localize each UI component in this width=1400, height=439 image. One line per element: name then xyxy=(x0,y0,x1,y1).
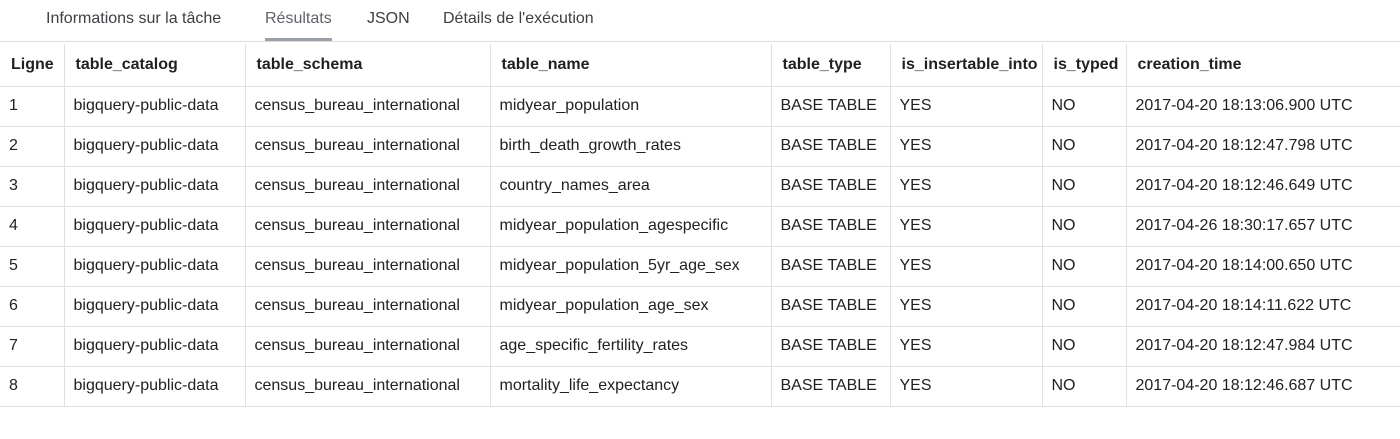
cell-table-type[interactable]: BASE TABLE xyxy=(771,286,891,327)
column-header-is-typed[interactable]: is_typed xyxy=(1042,44,1127,87)
cell-is-insertable-into[interactable]: YES xyxy=(890,166,1043,207)
table-row[interactable]: 5 bigquery-public-data census_bureau_inter… xyxy=(0,246,1400,287)
cell-table-schema[interactable]: census_bureau_international xyxy=(245,206,491,247)
cell-is-insertable-into[interactable]: YES xyxy=(890,286,1043,327)
cell-table-catalog[interactable]: bigquery-public-data xyxy=(64,166,246,207)
results-table: Ligne table_catalog table_schema table_name… xyxy=(0,44,1400,407)
tab-execution-details[interactable]: Détails de l'exécution xyxy=(443,10,594,27)
cell-is-typed[interactable]: NO xyxy=(1042,126,1127,167)
results-tab-bar: Informations sur la tâche Résultats JSON… xyxy=(0,0,1400,42)
table-row[interactable]: 6 bigquery-public-data census_bureau_inter… xyxy=(0,286,1400,327)
cell-is-insertable-into[interactable]: YES xyxy=(890,366,1043,407)
cell-table-catalog[interactable]: bigquery-public-data xyxy=(64,366,246,407)
cell-table-type[interactable]: BASE TABLE xyxy=(771,326,891,367)
cell-is-typed[interactable]: NO xyxy=(1042,246,1127,287)
cell-table-name[interactable]: midyear_population_5yr_age_sex xyxy=(490,246,772,287)
cell-table-type[interactable]: BASE TABLE xyxy=(771,246,891,287)
cell-ligne[interactable]: 7 xyxy=(0,326,65,367)
cell-creation-time[interactable]: 2017-04-20 18:14:11.622 UTC xyxy=(1126,286,1400,327)
cell-table-catalog[interactable]: bigquery-public-data xyxy=(64,326,246,367)
cell-table-schema[interactable]: census_bureau_international xyxy=(245,366,491,407)
cell-table-schema[interactable]: census_bureau_international xyxy=(245,126,491,167)
cell-creation-time[interactable]: 2017-04-20 18:12:46.687 UTC xyxy=(1126,366,1400,407)
cell-is-typed[interactable]: NO xyxy=(1042,286,1127,327)
header-row: Ligne table_catalog table_schema table_name… xyxy=(0,44,1400,87)
cell-table-name[interactable]: age_specific_fertility_rates xyxy=(490,326,772,367)
cell-ligne[interactable]: 6 xyxy=(0,286,65,327)
column-header-table-type[interactable]: table_type xyxy=(771,44,891,87)
cell-is-insertable-into[interactable]: YES xyxy=(890,206,1043,247)
column-header-table-schema[interactable]: table_schema xyxy=(245,44,491,87)
cell-table-schema[interactable]: census_bureau_international xyxy=(245,86,491,127)
cell-is-typed[interactable]: NO xyxy=(1042,206,1127,247)
cell-table-name[interactable]: midyear_population_age_sex xyxy=(490,286,772,327)
cell-table-type[interactable]: BASE TABLE xyxy=(771,206,891,247)
cell-creation-time[interactable]: 2017-04-20 18:13:06.900 UTC xyxy=(1126,86,1400,127)
cell-ligne[interactable]: 5 xyxy=(0,246,65,287)
cell-ligne[interactable]: 4 xyxy=(0,206,65,247)
table-body: 1 bigquery-public-data census_bureau_inter… xyxy=(0,86,1400,407)
cell-ligne[interactable]: 8 xyxy=(0,366,65,407)
table-row[interactable]: 4 bigquery-public-data census_bureau_inter… xyxy=(0,206,1400,247)
column-header-table-name[interactable]: table_name xyxy=(490,44,772,87)
cell-table-catalog[interactable]: bigquery-public-data xyxy=(64,86,246,127)
table-row[interactable]: 1 bigquery-public-data census_bureau_inter… xyxy=(0,86,1400,127)
cell-ligne[interactable]: 3 xyxy=(0,166,65,207)
cell-table-name[interactable]: midyear_population_agespecific xyxy=(490,206,772,247)
cell-is-typed[interactable]: NO xyxy=(1042,366,1127,407)
cell-ligne[interactable]: 1 xyxy=(0,86,65,127)
results-grid: Ligne table_catalog table_schema table_name… xyxy=(0,44,1400,439)
cell-creation-time[interactable]: 2017-04-20 18:12:47.984 UTC xyxy=(1126,326,1400,367)
cell-is-insertable-into[interactable]: YES xyxy=(890,126,1043,167)
table-row[interactable]: 7 bigquery-public-data census_bureau_inter… xyxy=(0,326,1400,367)
cell-table-schema[interactable]: census_bureau_international xyxy=(245,246,491,287)
cell-table-name[interactable]: midyear_population xyxy=(490,86,772,127)
tab-json[interactable]: JSON xyxy=(367,10,410,27)
table-row[interactable]: 8 bigquery-public-data census_bureau_inter… xyxy=(0,366,1400,407)
cell-creation-time[interactable]: 2017-04-26 18:30:17.657 UTC xyxy=(1126,206,1400,247)
cell-creation-time[interactable]: 2017-04-20 18:14:00.650 UTC xyxy=(1126,246,1400,287)
cell-table-schema[interactable]: census_bureau_international xyxy=(245,166,491,207)
cell-table-type[interactable]: BASE TABLE xyxy=(771,366,891,407)
cell-table-name[interactable]: mortality_life_expectancy xyxy=(490,366,772,407)
cell-is-insertable-into[interactable]: YES xyxy=(890,86,1043,127)
cell-creation-time[interactable]: 2017-04-20 18:12:46.649 UTC xyxy=(1126,166,1400,207)
cell-table-catalog[interactable]: bigquery-public-data xyxy=(64,246,246,287)
cell-is-insertable-into[interactable]: YES xyxy=(890,246,1043,287)
cell-table-schema[interactable]: census_bureau_international xyxy=(245,326,491,367)
table-row[interactable]: 3 bigquery-public-data census_bureau_inter… xyxy=(0,166,1400,207)
grid-empty-area xyxy=(0,408,1400,439)
column-header-is-insertable-into[interactable]: is_insertable_into xyxy=(890,44,1043,87)
tab-results[interactable]: Résultats xyxy=(265,0,332,41)
tab-job-information[interactable]: Informations sur la tâche xyxy=(46,10,222,27)
column-header-table-catalog[interactable]: table_catalog xyxy=(64,44,246,87)
table-row[interactable]: 2 bigquery-public-data census_bureau_inter… xyxy=(0,126,1400,167)
cell-table-type[interactable]: BASE TABLE xyxy=(771,166,891,207)
column-header-ligne[interactable]: Ligne xyxy=(0,44,65,87)
cell-table-schema[interactable]: census_bureau_international xyxy=(245,286,491,327)
cell-is-typed[interactable]: NO xyxy=(1042,326,1127,367)
cell-ligne[interactable]: 2 xyxy=(0,126,65,167)
cell-is-typed[interactable]: NO xyxy=(1042,86,1127,127)
cell-table-catalog[interactable]: bigquery-public-data xyxy=(64,126,246,167)
cell-is-insertable-into[interactable]: YES xyxy=(890,326,1043,367)
cell-table-type[interactable]: BASE TABLE xyxy=(771,86,891,127)
cell-table-type[interactable]: BASE TABLE xyxy=(771,126,891,167)
cell-table-name[interactable]: birth_death_growth_rates xyxy=(490,126,772,167)
cell-creation-time[interactable]: 2017-04-20 18:12:47.798 UTC xyxy=(1126,126,1400,167)
cell-table-catalog[interactable]: bigquery-public-data xyxy=(64,286,246,327)
column-header-creation-time[interactable]: creation_time xyxy=(1126,44,1400,87)
cell-is-typed[interactable]: NO xyxy=(1042,166,1127,207)
cell-table-catalog[interactable]: bigquery-public-data xyxy=(64,206,246,247)
cell-table-name[interactable]: country_names_area xyxy=(490,166,772,207)
